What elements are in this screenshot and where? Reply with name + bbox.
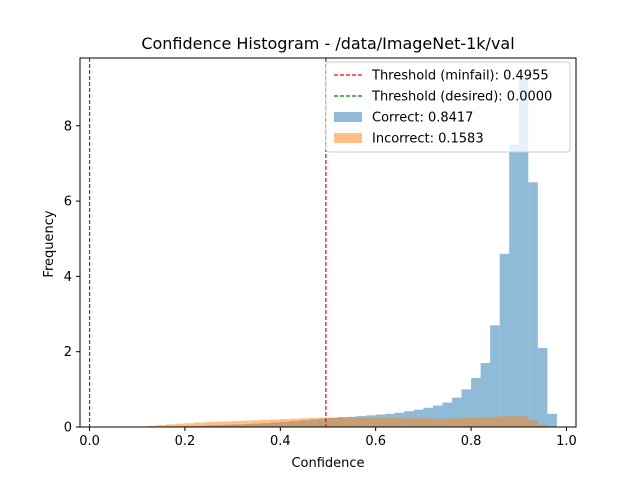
series-1-bar-16 bbox=[289, 418, 300, 427]
legend-label-series-0: Correct: 0.8417 bbox=[372, 111, 473, 126]
y-tick-label-0: 0 bbox=[64, 421, 72, 436]
series-1-bar-11 bbox=[242, 420, 252, 427]
y-tick-label-4: 8 bbox=[64, 119, 72, 134]
legend-label-threshold-0: Threshold (minfail): 0.4955 bbox=[371, 69, 549, 84]
legend-swatch-series-0 bbox=[334, 112, 362, 122]
series-1-bar-40 bbox=[518, 416, 529, 427]
series-1-bar-37 bbox=[490, 416, 500, 427]
series-0-bar-36 bbox=[480, 362, 491, 427]
series-1-bar-1 bbox=[146, 425, 157, 427]
series-1-bar-7 bbox=[204, 422, 214, 427]
legend: Threshold (minfail): 0.4955 Threshold (de… bbox=[325, 61, 571, 153]
series-1-bar-39 bbox=[509, 416, 519, 427]
series-1-bar-9 bbox=[223, 421, 233, 427]
x-tick-label-4: 0.8 bbox=[461, 434, 482, 449]
series-1-bar-42 bbox=[537, 424, 548, 427]
series-1-bar-20 bbox=[328, 417, 338, 427]
series-1-bar-35 bbox=[471, 417, 481, 427]
x-axis-label: Confidence bbox=[291, 456, 364, 471]
legend-label-series-1: Incorrect: 0.1583 bbox=[372, 132, 484, 147]
series-1-bar-2 bbox=[156, 425, 166, 427]
series-0-bar-43 bbox=[547, 413, 557, 427]
series-1-bar-4 bbox=[175, 423, 185, 427]
plot-area: 0.0 0.2 0.4 0.6 0.8 1.0 0 2 4 6 8 bbox=[64, 57, 577, 449]
series-0-bar-30 bbox=[423, 407, 433, 427]
series-1-bar-21 bbox=[337, 417, 348, 427]
series-1-bar-17 bbox=[299, 418, 309, 427]
y-tick-label-2: 4 bbox=[64, 270, 72, 285]
x-tick-label-2: 0.4 bbox=[270, 434, 291, 449]
series-1-bar-12 bbox=[251, 420, 262, 427]
x-tick-label-5: 1.0 bbox=[556, 434, 577, 449]
series-1-bar-38 bbox=[499, 416, 510, 427]
x-tick-label-0: 0.0 bbox=[79, 434, 100, 449]
series-1-bar-15 bbox=[280, 419, 290, 427]
series-0-bar-41 bbox=[528, 182, 538, 427]
legend-box bbox=[325, 61, 571, 153]
series-1-bar-3 bbox=[165, 424, 176, 427]
series-1-bar-24 bbox=[366, 417, 376, 427]
series-1-bar-31 bbox=[432, 418, 443, 427]
series-1-bar-33 bbox=[452, 418, 462, 427]
series-0-bar-39 bbox=[509, 144, 519, 427]
series-1-bar-22 bbox=[347, 417, 357, 427]
series-1-bar-25 bbox=[375, 417, 386, 427]
series-1-bar-30 bbox=[423, 418, 433, 427]
x-tick-label-3: 0.6 bbox=[365, 434, 386, 449]
series-1-bar-5 bbox=[184, 423, 195, 427]
series-1-bar-6 bbox=[194, 422, 204, 427]
series-0-bar-35 bbox=[471, 378, 481, 427]
series-1-bar-10 bbox=[232, 420, 243, 427]
x-tick-label-1: 0.2 bbox=[175, 434, 196, 449]
series-1-bar-34 bbox=[461, 417, 472, 427]
series-1-bar-36 bbox=[480, 417, 491, 427]
series-1-bar-19 bbox=[318, 417, 328, 427]
series-0-bar-38 bbox=[499, 253, 510, 427]
series-0-bar-32 bbox=[442, 402, 452, 427]
series-1-bar-8 bbox=[213, 421, 224, 427]
series-1-bar-18 bbox=[308, 417, 319, 427]
y-tick-label-1: 2 bbox=[64, 345, 72, 360]
series-1-bar-41 bbox=[528, 420, 538, 427]
series-0-bar-31 bbox=[432, 405, 443, 427]
y-tick-label-3: 6 bbox=[64, 195, 72, 210]
legend-label-threshold-1: Threshold (desired): 0.0000 bbox=[371, 90, 552, 105]
series-1-bar-14 bbox=[270, 419, 281, 427]
legend-swatch-series-1 bbox=[334, 133, 362, 143]
series-1-bar-29 bbox=[413, 418, 424, 427]
series-1-bar-23 bbox=[356, 417, 367, 427]
series-1-bar-28 bbox=[404, 418, 414, 427]
series-0-bar-37 bbox=[490, 325, 500, 427]
series-0-bar-42 bbox=[537, 347, 548, 427]
series-0-bar-34 bbox=[461, 389, 472, 427]
series-1-bar-27 bbox=[394, 417, 405, 427]
chart-title: Confidence Histogram - /data/ImageNet-1k… bbox=[141, 34, 514, 53]
series-0-bar-33 bbox=[452, 397, 462, 427]
y-axis-label: Frequency bbox=[42, 210, 57, 277]
axes-frame bbox=[79, 57, 577, 428]
series-1-bar-13 bbox=[261, 419, 271, 427]
series-1-bar-26 bbox=[385, 417, 395, 427]
series-1-bar-32 bbox=[442, 418, 452, 427]
series-0-bar-40 bbox=[518, 76, 529, 427]
series-1-bars bbox=[137, 416, 557, 427]
